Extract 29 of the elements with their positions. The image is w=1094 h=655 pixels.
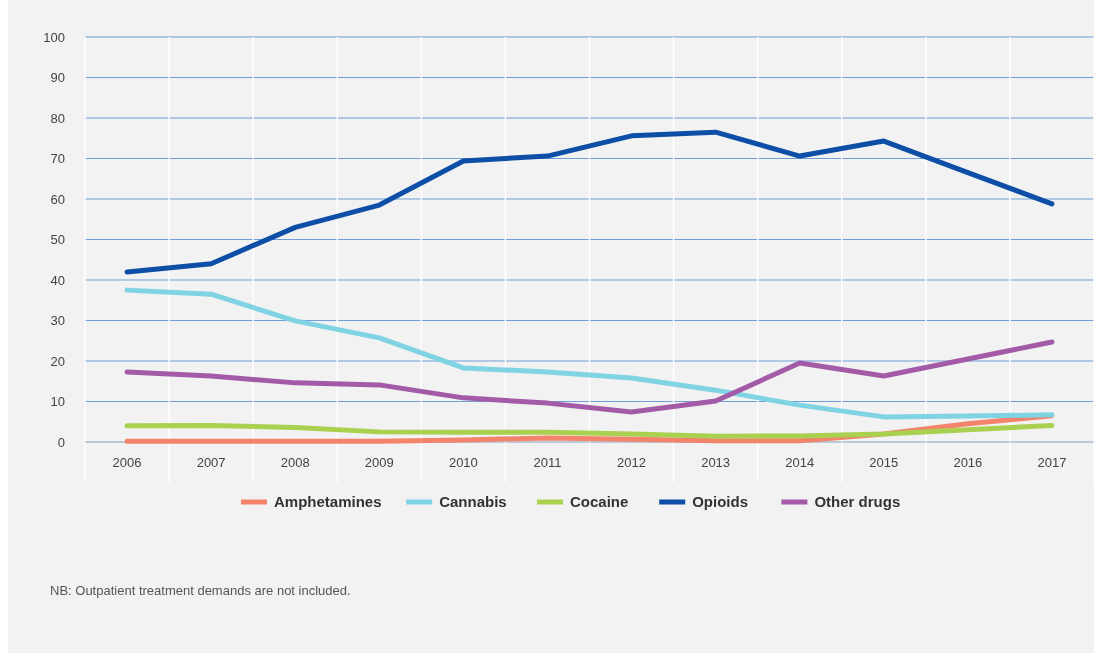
y-tick-label: 80	[50, 110, 65, 126]
x-tick-label: 2010	[448, 455, 478, 470]
y-tick-label: 40	[50, 272, 65, 288]
y-tick-label: 70	[50, 151, 65, 167]
y-tick-label: 30	[50, 313, 65, 329]
x-tick-label: 2015	[869, 455, 899, 470]
legend-label: Opioids	[692, 493, 749, 511]
y-tick-label: 90	[50, 70, 65, 86]
x-tick-label: 2014	[785, 455, 815, 470]
y-tick-label: 10	[50, 394, 65, 410]
y-tick-label: 20	[50, 353, 65, 369]
legend-label: Cocaine	[570, 493, 629, 511]
y-tick-label: 100	[43, 29, 65, 45]
legend-label: Amphetamines	[274, 493, 382, 511]
legend-label: Cannabis	[439, 493, 507, 511]
y-tick-label: 50	[50, 232, 65, 248]
legend-label: Other drugs	[814, 493, 901, 511]
x-tick-label: 2007	[196, 455, 226, 470]
x-tick-label: 2017	[1037, 455, 1067, 470]
y-tick-label: 0	[57, 434, 65, 450]
x-tick-label: 2009	[364, 455, 394, 470]
x-tick-label: 2016	[953, 455, 983, 470]
x-tick-label: 2012	[617, 455, 646, 470]
x-tick-label: 2006	[112, 455, 142, 470]
x-tick-label: 2013	[701, 455, 731, 470]
x-tick-label: 2011	[533, 455, 562, 470]
x-tick-label: 2008	[280, 455, 310, 470]
y-tick-label: 60	[50, 191, 65, 207]
text: NB: Outpatient treatment demands are not included.	[50, 583, 351, 598]
